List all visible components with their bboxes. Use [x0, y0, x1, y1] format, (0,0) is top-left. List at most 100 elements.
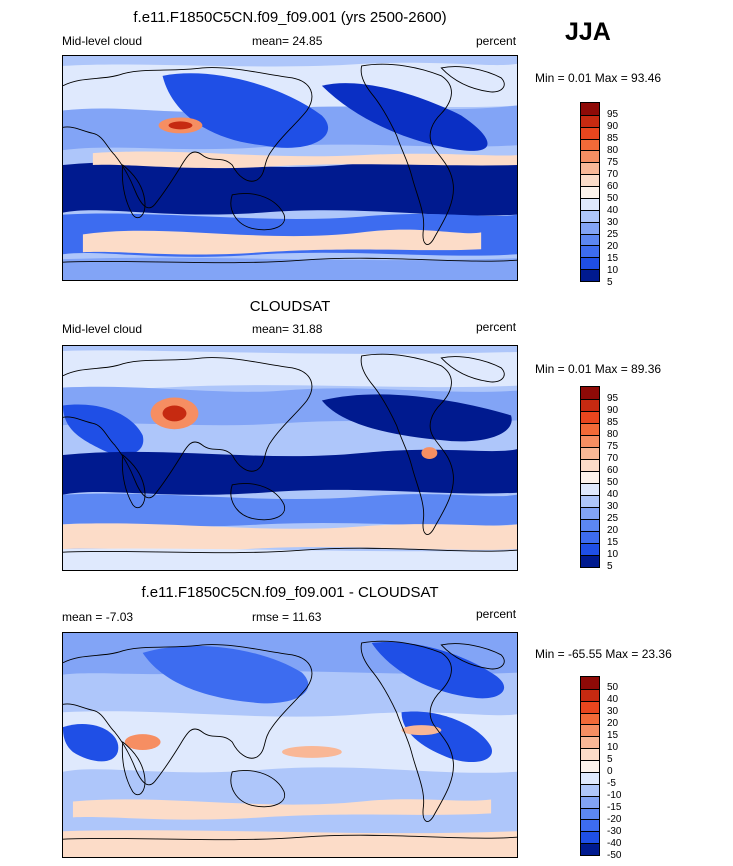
panel2-colorbar [580, 386, 600, 568]
coastlines [63, 640, 517, 841]
colorbar-segment [581, 257, 599, 270]
panel3-colorbar-label: -50 [607, 850, 622, 861]
field-band [63, 711, 517, 773]
panel1-colorbar-label: 50 [607, 193, 619, 204]
colorbar-segment [581, 554, 599, 567]
colorbar-segment [581, 518, 599, 531]
field-band [63, 159, 517, 216]
colorbar-segment [581, 471, 599, 483]
panel3-colorbar-label: 15 [607, 730, 619, 741]
panel2-mean-label: mean= 31.88 [252, 322, 323, 336]
field-patch [321, 83, 488, 151]
panel3-rmse-label: rmse = 11.63 [252, 610, 322, 624]
colorbar-segment [581, 162, 599, 175]
coastlines [63, 63, 517, 264]
panel1-mean-label: mean= 24.85 [252, 34, 323, 48]
colorbar-segment [581, 459, 599, 471]
panel1-minmax-label: Min = 0.01 Max = 93.46 [535, 71, 662, 85]
panel1-colorbar-label: 95 [607, 109, 619, 120]
panel3-colorbar-label: -15 [607, 802, 622, 813]
panel3-colorbar-label: 0 [607, 766, 613, 777]
field-patch [371, 641, 505, 699]
colorbar-segment [581, 531, 599, 543]
field-band [92, 151, 517, 169]
colorbar-segment [581, 482, 599, 495]
colorbar-segment [581, 126, 599, 139]
colorbar-segment [581, 269, 599, 281]
panel2-map [62, 345, 518, 571]
panel2-colorbar-label: 30 [607, 501, 619, 512]
panel3-units-label: percent [476, 607, 517, 621]
panel1-colorbar [580, 102, 600, 282]
panel3-colorbar-label: 40 [607, 694, 619, 705]
season-label: JJA [565, 18, 611, 46]
colorbar-segment [581, 724, 599, 737]
field-patch [401, 725, 442, 736]
panel1-colorbar-label: 40 [607, 205, 619, 216]
colorbar-segment [581, 435, 599, 447]
colorbar-segment [581, 245, 599, 258]
panel1-title: f.e11.F1850C5CN.f09_f09.001 (yrs 2500-26… [133, 9, 447, 26]
colorbar-segment [581, 771, 599, 784]
colorbar-segment [581, 783, 599, 796]
colorbar-segment [581, 174, 599, 187]
colorbar-segment [581, 387, 599, 399]
colorbar-segment [581, 688, 599, 701]
field-band [63, 493, 517, 527]
colorbar-segment [581, 677, 599, 689]
panel3-colorbar-label: -20 [607, 814, 622, 825]
panel3-colorbar [580, 676, 600, 856]
field-patch [162, 405, 187, 422]
panel1-colorbar-label: 30 [607, 217, 619, 228]
colorbar-segment [581, 399, 599, 411]
panel3-colorbar-label: 50 [607, 682, 619, 693]
panel2-colorbar-label: 40 [607, 489, 619, 500]
field-band [63, 830, 517, 857]
panel2-colorbar-label: 75 [607, 441, 619, 452]
panel2-colorbar-label: 25 [607, 513, 619, 524]
panel2-colorbar-label: 5 [607, 561, 613, 572]
panel2-map-svg [63, 346, 517, 570]
colorbar-segment [581, 807, 599, 820]
panel1-colorbar-label: 20 [607, 241, 619, 252]
colorbar-segment [581, 186, 599, 198]
panel3-map [62, 632, 518, 858]
colorbar-segment [581, 423, 599, 435]
colorbar-segment [581, 209, 599, 222]
panel1-variable-label: Mid-level cloud [62, 34, 143, 48]
panel2-colorbar-label: 20 [607, 525, 619, 536]
panel1-colorbar-label: 5 [607, 277, 613, 288]
field-patch [142, 645, 309, 704]
panel2-colorbar-label: 15 [607, 537, 619, 548]
panel1-colorbar-label: 15 [607, 253, 619, 264]
panel2-colorbar-label: 50 [607, 477, 619, 488]
panel3-title: f.e11.F1850C5CN.f09_f09.001 - CLOUDSAT [141, 584, 439, 601]
colorbar-segment [581, 197, 599, 210]
panel1-units-label: percent [476, 34, 517, 48]
colorbar-segment [581, 233, 599, 246]
panel2-colorbar-label: 10 [607, 549, 619, 560]
panel1-colorbar-label: 85 [607, 133, 619, 144]
panel1-map-svg [63, 56, 517, 280]
panel3-colorbar-label: -10 [607, 790, 622, 801]
panel1-colorbar-label: 90 [607, 121, 619, 132]
colorbar-segment [581, 831, 599, 844]
colorbar-segment [581, 150, 599, 163]
colorbar-segment [581, 712, 599, 725]
panel2-colorbar-label: 95 [607, 393, 619, 404]
colorbar-segment [581, 736, 599, 749]
field-band [82, 229, 482, 255]
colorbar-segment [581, 138, 599, 151]
colorbar-segment [581, 795, 599, 808]
panel2-minmax-label: Min = 0.01 Max = 89.36 [535, 362, 662, 376]
panel3-colorbar-label: 30 [607, 706, 619, 717]
panel1-colorbar-label: 25 [607, 229, 619, 240]
panel3-map-svg [63, 633, 517, 857]
panel2-colorbar-label: 85 [607, 417, 619, 428]
field-patch [321, 394, 512, 442]
panel2-variable-label: Mid-level cloud [62, 322, 143, 336]
coastlines [63, 353, 517, 554]
panel3-colorbar-label: -30 [607, 826, 622, 837]
panel3-minmax-label: Min = -65.55 Max = 23.36 [535, 647, 672, 661]
field-band [63, 449, 517, 495]
